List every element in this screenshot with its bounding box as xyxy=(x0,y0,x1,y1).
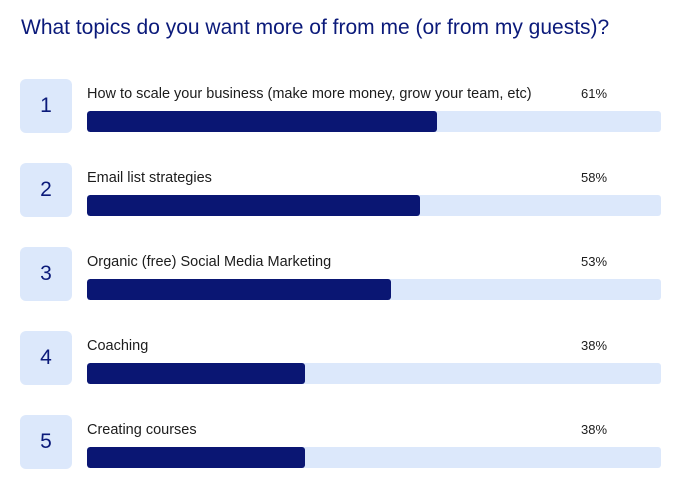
bar-track xyxy=(87,195,661,216)
category-label: Email list strategies xyxy=(87,170,212,186)
bar xyxy=(87,195,420,216)
rank-badge: 4 xyxy=(20,331,72,385)
rank-badge: 1 xyxy=(20,79,72,133)
category-label: Creating courses xyxy=(87,422,197,438)
category-label: Coaching xyxy=(87,338,149,354)
value-label: 38% xyxy=(581,338,608,353)
bar xyxy=(87,279,392,300)
rank-badge: 5 xyxy=(20,415,72,469)
bar-row: 1 How to scale your business (make more … xyxy=(0,79,675,135)
rank-badge: 3 xyxy=(20,247,72,301)
bar-track xyxy=(87,447,661,468)
category-label: Organic (free) Social Media Marketing xyxy=(87,254,332,270)
rank-badge: 2 xyxy=(20,163,72,217)
bar-track xyxy=(87,363,661,384)
bar-row: 5 Creating courses 38% xyxy=(0,415,675,471)
bar-row: 4 Coaching 38% xyxy=(0,331,675,387)
value-label: 61% xyxy=(581,86,608,101)
bar xyxy=(87,447,306,468)
category-label: How to scale your business (make more mo… xyxy=(87,86,532,102)
value-label: 38% xyxy=(581,422,608,437)
value-label: 58% xyxy=(581,170,608,185)
bar-row: 3 Organic (free) Social Media Marketing … xyxy=(0,247,675,303)
chart-title: What topics do you want more of from me … xyxy=(21,16,610,39)
bar-row: 2 Email list strategies 58% xyxy=(0,163,675,219)
bar xyxy=(87,111,438,132)
bar-track xyxy=(87,279,661,300)
bar xyxy=(87,363,306,384)
value-label: 53% xyxy=(581,254,608,269)
bar-track xyxy=(87,111,661,132)
